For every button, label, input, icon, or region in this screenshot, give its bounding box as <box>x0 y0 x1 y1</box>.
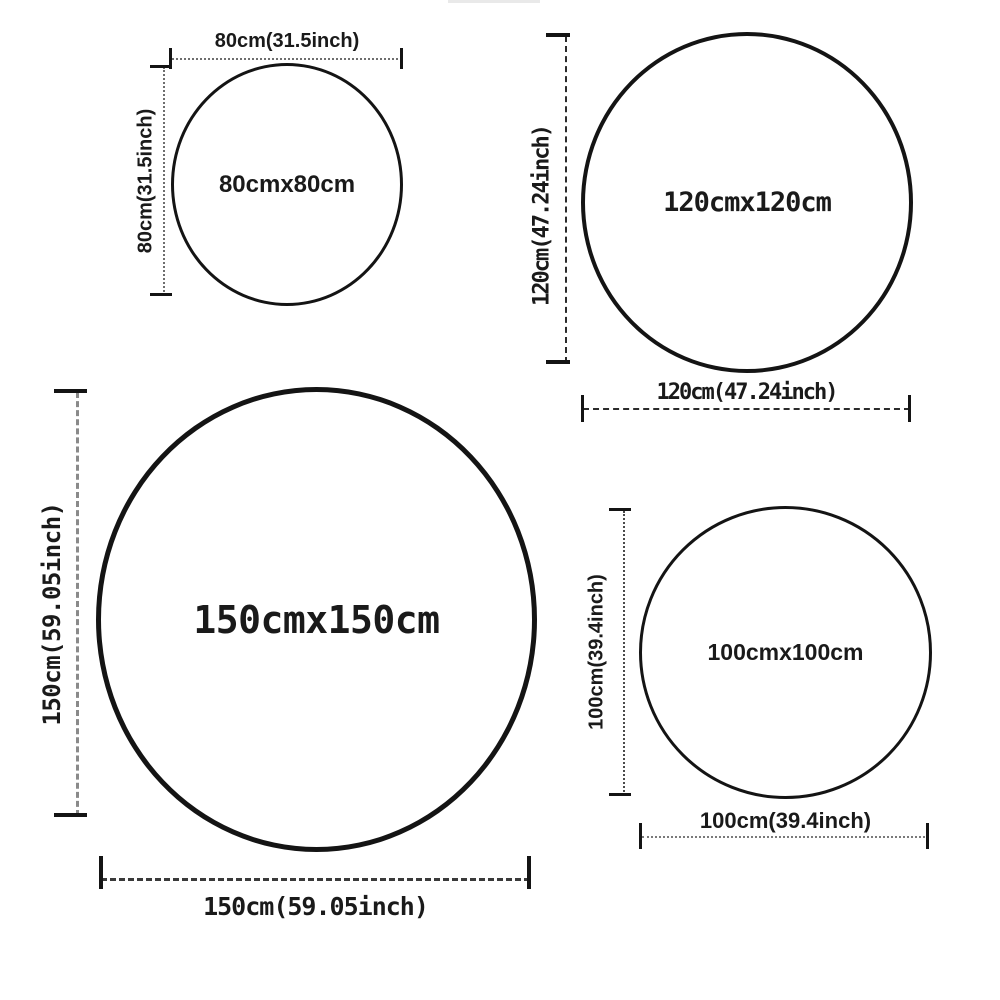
dim-80cm-height-tick-top <box>150 65 172 68</box>
dim-120cm-height-tick-top <box>546 33 570 37</box>
circle-80cm-size-label: 80cmx80cm <box>218 170 356 198</box>
dim-120cm-width-tick-left <box>581 395 584 422</box>
circle-120cm-size-label: 120cmx120cm <box>663 187 832 218</box>
circle-150cm-size-label: 150cmx150cm <box>193 597 440 642</box>
dim-100cm-width-tick-left <box>639 823 642 849</box>
circle-100cm-size-label: 100cmx100cm <box>707 639 864 665</box>
dim-150cm-height-tick-top <box>54 389 87 393</box>
dim-150cm-width-label: 150cm(59.05inch) <box>203 892 429 921</box>
dim-80cm-width-tick-left <box>169 48 172 69</box>
circle-120cm: 120cmx120cm <box>581 32 913 373</box>
dim-150cm-height-label: 150cm(59.05inch) <box>38 502 66 726</box>
dim-100cm-width-label: 100cm(39.4inch) <box>699 808 872 833</box>
dim-80cm-width-label: 80cm(31.5inch) <box>214 30 360 52</box>
dim-150cm-width-line <box>101 878 530 881</box>
dim-150cm-height-tick-bottom <box>54 813 87 817</box>
dim-120cm-height-label: 120cm(47.24inch) <box>529 126 555 306</box>
dim-120cm-width-line <box>583 408 910 410</box>
circle-100cm: 100cmx100cm <box>639 506 932 799</box>
dim-100cm-height-label: 100cm(39.4inch) <box>585 574 608 730</box>
dim-120cm-height-tick-bottom <box>546 360 570 364</box>
dim-100cm-height-line <box>623 511 625 796</box>
dim-150cm-width-tick-left <box>99 856 103 889</box>
circle-80cm: 80cmx80cm <box>171 63 403 306</box>
dim-80cm-height-line <box>163 67 165 295</box>
dim-80cm-width-tick-right <box>400 48 403 69</box>
dim-120cm-width-label: 120cm(47.24inch) <box>656 380 839 405</box>
dim-100cm-height-tick-top <box>609 508 631 511</box>
dim-150cm-height-line <box>76 392 79 816</box>
circle-150cm: 150cmx150cm <box>96 387 537 852</box>
dim-100cm-height-tick-bottom <box>609 793 631 796</box>
dim-100cm-width-line <box>642 836 929 838</box>
dim-80cm-height-label: 80cm(31.5inch) <box>134 108 157 254</box>
dim-80cm-height-tick-bottom <box>150 293 172 296</box>
cropped-edge-artifact <box>448 0 540 3</box>
dim-150cm-width-tick-right <box>527 856 531 889</box>
dim-120cm-height-line <box>565 36 567 363</box>
dim-80cm-width-line <box>172 58 402 60</box>
dim-100cm-width-tick-right <box>926 823 929 849</box>
dim-120cm-width-tick-right <box>908 395 911 422</box>
